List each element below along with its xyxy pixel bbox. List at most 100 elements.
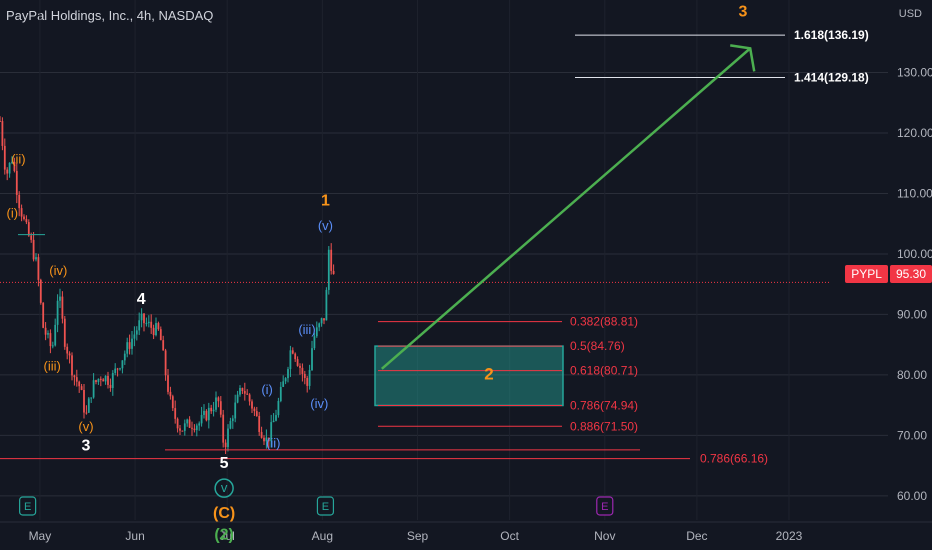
candle-body (1, 121, 4, 146)
candle (61, 291, 64, 324)
candle-body (327, 249, 330, 290)
candle (107, 371, 109, 389)
candle-body (234, 402, 237, 419)
candle (162, 335, 165, 351)
candle-body (318, 323, 321, 328)
candle (90, 397, 93, 403)
candle (121, 360, 124, 374)
candle (327, 246, 330, 295)
candle-body (131, 338, 133, 349)
wave-label: 5 (220, 455, 229, 472)
candle (140, 308, 143, 328)
candle-body (126, 342, 129, 354)
candle (294, 352, 297, 362)
candle-body (215, 397, 217, 410)
candle-body (203, 410, 205, 415)
candle (78, 380, 81, 393)
wave-label: 1 (321, 193, 330, 210)
candle-body (35, 257, 37, 260)
candle-body (277, 400, 280, 416)
candle (215, 391, 217, 413)
candle (83, 384, 85, 419)
candle (68, 351, 71, 364)
candle-body (207, 407, 210, 421)
candle-body (174, 408, 177, 419)
candle (135, 326, 138, 341)
earnings-box (316, 496, 335, 516)
candle-body (150, 321, 153, 328)
wave-label: (iv) (49, 263, 67, 278)
candle (291, 347, 294, 355)
candle (320, 317, 323, 327)
fib-label: 0.886(71.50) (570, 419, 638, 433)
candle-body (332, 270, 335, 274)
wave-label: (i) (261, 382, 273, 397)
candle-body (246, 393, 249, 395)
earnings-box (19, 496, 37, 516)
candle-body (323, 318, 325, 321)
candle (145, 317, 148, 327)
candle (174, 400, 177, 424)
candle-body (128, 342, 131, 349)
candle (111, 370, 114, 396)
candle-body (13, 161, 16, 171)
candle (157, 321, 160, 331)
wave-label: (ii) (11, 151, 25, 166)
candle-body (116, 368, 119, 370)
candle-body (155, 323, 157, 336)
candle-body (255, 411, 258, 417)
candle-body (222, 414, 225, 443)
candle-body (83, 389, 85, 413)
candle (207, 402, 210, 429)
candle-body (85, 412, 88, 414)
candle (227, 424, 229, 452)
candle-body (325, 289, 328, 321)
candle-body (227, 428, 229, 448)
candle (71, 352, 73, 381)
x-tick-label: Sep (407, 529, 429, 543)
fib-extension-label: 1.618(136.19) (794, 28, 869, 42)
candle (32, 232, 35, 262)
candle (217, 396, 220, 408)
candle-body (188, 419, 191, 428)
fib-label: 0.786(74.94) (570, 398, 638, 412)
candle-body (236, 394, 239, 403)
candle (164, 348, 167, 381)
candle-body (231, 418, 234, 422)
candle (54, 318, 57, 347)
candle-body (114, 368, 117, 373)
candle-body (291, 350, 294, 354)
candle (179, 424, 181, 436)
candle (167, 368, 169, 395)
candle-body (287, 369, 289, 379)
candle (11, 156, 13, 165)
candle-body (270, 422, 273, 442)
candle-body (210, 407, 213, 412)
candle (99, 376, 102, 387)
candle (236, 390, 239, 404)
earnings-marker[interactable]: E (19, 496, 37, 516)
candle-body (61, 296, 64, 319)
y-tick-label: 90.00 (897, 307, 927, 321)
candle (138, 312, 141, 336)
candle-body (258, 416, 261, 432)
candle-body (30, 235, 33, 240)
candle (289, 345, 292, 378)
candle-body (200, 414, 203, 424)
candle-body (27, 222, 30, 236)
candle (270, 414, 273, 448)
candle (332, 264, 335, 275)
candle (265, 429, 268, 449)
candle (193, 424, 196, 433)
candle (87, 397, 90, 414)
fib-label: 0.5(84.76) (570, 339, 625, 353)
earnings-marker[interactable]: E (596, 496, 614, 516)
candle (296, 356, 299, 367)
candle-body (44, 327, 47, 335)
earnings-marker[interactable]: E (316, 496, 335, 516)
candle (123, 350, 126, 365)
current-price-badge[interactable]: PYPL 95.30 (843, 265, 932, 283)
candle (63, 315, 66, 350)
candle-body (229, 421, 232, 429)
